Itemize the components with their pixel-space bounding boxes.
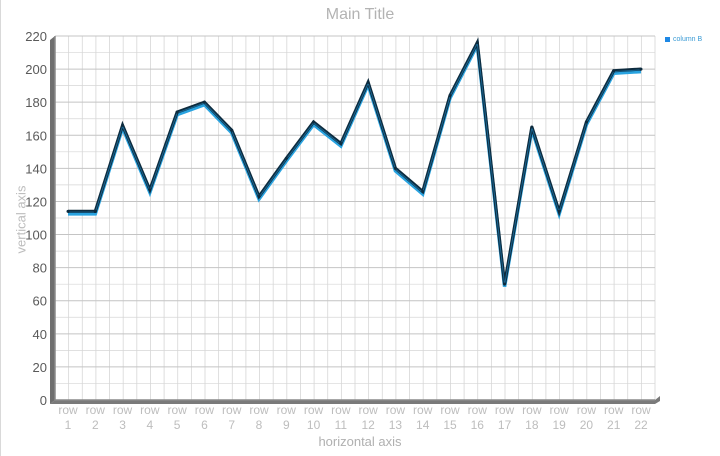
x-tick-label-word: row [413,403,433,417]
y-tick-label: 200 [25,62,47,77]
y-tick-label: 80 [33,261,47,276]
x-tick-label-word: row [495,403,515,417]
x-tick-label-word: row [468,403,488,417]
data-point [202,100,206,104]
y-tick-label: 220 [25,29,47,44]
x-tick-label-word: row [86,403,106,417]
chart-legend: column B [665,36,702,43]
series-line-highlight [68,41,642,286]
x-tick-label-number: 4 [147,418,154,432]
y-tick-label: 180 [25,95,47,110]
x-tick-label-number: 2 [92,418,99,432]
x-tick-label-number: 22 [634,418,648,432]
x-tick-label-word: row [386,403,406,417]
y-tick-label: 20 [33,360,47,375]
data-point [557,209,561,213]
series-line-face [68,39,642,287]
data-point [175,110,179,114]
x-tick-label-word: row [249,403,269,417]
x-tick-label-word: row [522,403,542,417]
x-tick-label-word: row [304,403,324,417]
y-tick-label: 100 [25,228,47,243]
x-tick-label-number: 3 [119,418,126,432]
x-tick-label-word: row [58,403,78,417]
x-tick-label-number: 14 [416,418,430,432]
data-point [639,67,643,71]
x-tick-label-word: row [549,403,569,417]
x-tick-label-word: row [604,403,624,417]
x-tick-label-number: 15 [443,418,457,432]
x-tick-label-word: row [577,403,597,417]
data-point [503,282,507,286]
data-point [421,190,425,194]
data-point [366,80,370,84]
x-tick-label-number: 12 [361,418,375,432]
x-tick-label-number: 1 [65,418,72,432]
x-tick-label-number: 17 [498,418,512,432]
x-tick-label-number: 18 [525,418,539,432]
x-tick-label-number: 11 [335,418,348,432]
x-tick-label-number: 5 [174,418,181,432]
x-axis-label: horizontal axis [318,434,402,449]
x-tick-label-word: row [195,403,215,417]
x-tick-label-number: 10 [307,418,321,432]
x-tick-label-word: row [631,403,651,417]
y-tick-label: 160 [25,128,47,143]
x-tick-label-number: 7 [228,418,235,432]
data-point [612,69,616,73]
x-tick-label-word: row [277,403,297,417]
x-tick-label-number: 9 [283,418,290,432]
x-tick-label-number: 19 [552,418,566,432]
y-tick-label: 60 [33,294,47,309]
x-tick-label-number: 21 [607,418,621,432]
y-axis-3d-wall [50,36,55,404]
x-tick-label-number: 20 [580,418,594,432]
x-tick-label-number: 13 [389,418,403,432]
legend-swatch [665,37,670,42]
legend-label: column B [673,36,703,43]
x-tick-label-word: row [167,403,187,417]
x-tick-label-word: row [331,403,351,417]
data-point [257,194,261,198]
x-tick-label-number: 16 [471,418,485,432]
x-tick-label-word: row [113,403,133,417]
x-tick-label-word: row [358,403,378,417]
data-point [93,209,97,213]
data-point [284,156,288,160]
x-tick-label-word: row [222,403,242,417]
data-point [584,120,588,124]
y-tick-label: 0 [40,393,47,408]
series-line [68,37,642,285]
data-point [312,120,316,124]
data-point [230,128,234,132]
data-point [121,123,125,127]
x-tick-label-number: 8 [256,418,263,432]
data-point [339,142,343,146]
data-point [148,188,152,192]
data-point [530,125,534,129]
data-point [66,209,70,213]
chart-title: Main Title [325,6,395,23]
data-point [393,166,397,170]
y-tick-label: 140 [25,161,47,176]
data-point [475,41,479,45]
y-tick-label: 40 [33,327,47,342]
x-tick-label-number: 6 [201,418,208,432]
x-tick-label-word: row [140,403,160,417]
y-tick-label: 120 [25,194,47,209]
x-tick-label-word: row [440,403,460,417]
data-point [448,94,452,98]
